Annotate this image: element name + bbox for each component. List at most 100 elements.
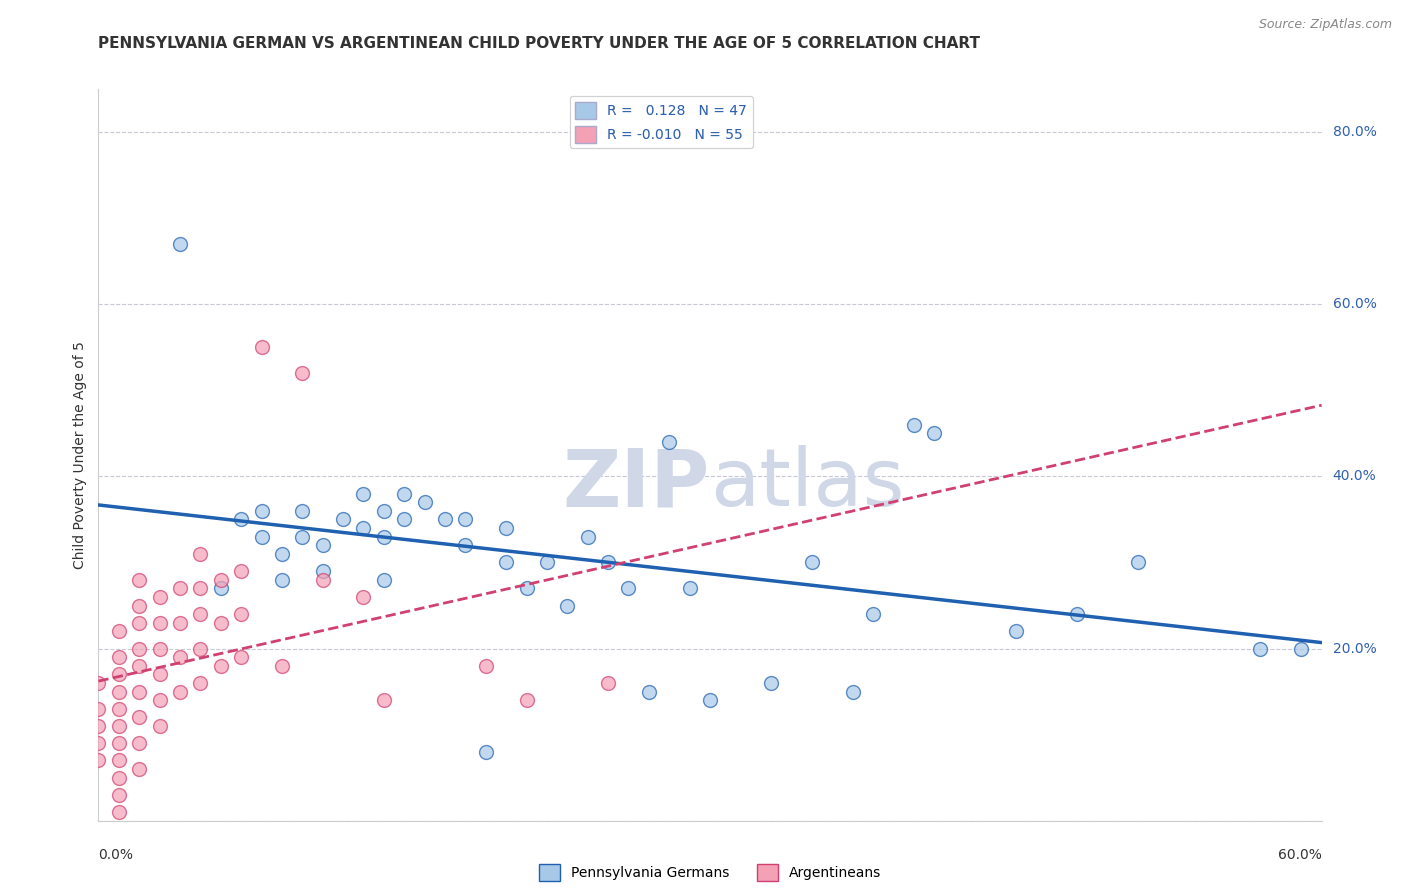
Point xyxy=(1249,641,1271,656)
Point xyxy=(312,573,335,587)
Point xyxy=(312,538,335,552)
Point xyxy=(352,486,374,500)
Point xyxy=(149,693,172,707)
Point xyxy=(270,658,294,673)
Point xyxy=(108,650,131,665)
Point xyxy=(87,702,110,716)
Text: 60.0%: 60.0% xyxy=(1278,848,1322,863)
Point xyxy=(149,719,172,733)
Point xyxy=(108,753,131,767)
Point xyxy=(555,599,579,613)
Point xyxy=(495,556,517,570)
Point xyxy=(516,693,538,707)
Point xyxy=(434,512,457,526)
Point xyxy=(128,615,150,630)
Point xyxy=(169,582,191,596)
Point xyxy=(250,504,273,518)
Point xyxy=(761,676,783,690)
Point xyxy=(209,573,232,587)
Point xyxy=(801,556,824,570)
Point xyxy=(1291,641,1313,656)
Point xyxy=(373,504,395,518)
Point xyxy=(87,736,110,750)
Point xyxy=(188,641,212,656)
Point xyxy=(128,599,150,613)
Point xyxy=(128,736,150,750)
Text: 80.0%: 80.0% xyxy=(1333,125,1376,139)
Point xyxy=(188,547,212,561)
Point xyxy=(270,547,294,561)
Point xyxy=(108,684,131,698)
Point xyxy=(128,573,150,587)
Point xyxy=(108,771,131,785)
Point xyxy=(250,530,273,544)
Point xyxy=(291,530,314,544)
Point xyxy=(658,435,681,450)
Point xyxy=(922,426,945,441)
Point xyxy=(108,805,131,819)
Point xyxy=(679,582,702,596)
Point xyxy=(373,693,395,707)
Point xyxy=(169,237,191,252)
Point xyxy=(250,340,273,354)
Point xyxy=(149,667,172,681)
Point xyxy=(128,684,150,698)
Point xyxy=(108,719,131,733)
Point xyxy=(291,366,314,380)
Point xyxy=(209,658,232,673)
Point xyxy=(188,676,212,690)
Point xyxy=(108,736,131,750)
Point xyxy=(1128,556,1150,570)
Point xyxy=(108,624,131,639)
Point xyxy=(128,658,150,673)
Point xyxy=(598,676,620,690)
Point xyxy=(332,512,354,526)
Point xyxy=(373,573,395,587)
Point xyxy=(516,582,538,596)
Text: 60.0%: 60.0% xyxy=(1333,297,1376,311)
Point xyxy=(413,495,436,509)
Point xyxy=(862,607,884,621)
Point xyxy=(188,607,212,621)
Point xyxy=(270,573,294,587)
Text: atlas: atlas xyxy=(710,445,904,524)
Point xyxy=(495,521,517,535)
Point xyxy=(231,607,253,621)
Point xyxy=(474,745,498,759)
Point xyxy=(87,753,110,767)
Point xyxy=(209,582,232,596)
Point xyxy=(87,719,110,733)
Y-axis label: Child Poverty Under the Age of 5: Child Poverty Under the Age of 5 xyxy=(73,341,87,569)
Point xyxy=(392,512,416,526)
Point xyxy=(454,538,477,552)
Text: Source: ZipAtlas.com: Source: ZipAtlas.com xyxy=(1258,18,1392,31)
Point xyxy=(312,564,335,578)
Point xyxy=(841,684,863,698)
Point xyxy=(169,684,191,698)
Point xyxy=(209,615,232,630)
Point xyxy=(637,684,661,698)
Point xyxy=(128,762,150,776)
Point xyxy=(474,658,498,673)
Point xyxy=(1004,624,1026,639)
Point xyxy=(149,641,172,656)
Legend: R =   0.128   N = 47, R = -0.010   N = 55: R = 0.128 N = 47, R = -0.010 N = 55 xyxy=(569,96,752,148)
Point xyxy=(169,615,191,630)
Point xyxy=(149,615,172,630)
Point xyxy=(699,693,721,707)
Point xyxy=(617,582,640,596)
Point xyxy=(1066,607,1088,621)
Point xyxy=(231,564,253,578)
Point xyxy=(231,650,253,665)
Point xyxy=(128,641,150,656)
Point xyxy=(576,530,599,544)
Text: 20.0%: 20.0% xyxy=(1333,641,1376,656)
Point xyxy=(392,486,416,500)
Text: 40.0%: 40.0% xyxy=(1333,469,1376,483)
Point xyxy=(373,530,395,544)
Point xyxy=(169,650,191,665)
Point xyxy=(188,582,212,596)
Point xyxy=(903,417,925,432)
Point xyxy=(536,556,558,570)
Text: PENNSYLVANIA GERMAN VS ARGENTINEAN CHILD POVERTY UNDER THE AGE OF 5 CORRELATION : PENNSYLVANIA GERMAN VS ARGENTINEAN CHILD… xyxy=(98,36,980,51)
